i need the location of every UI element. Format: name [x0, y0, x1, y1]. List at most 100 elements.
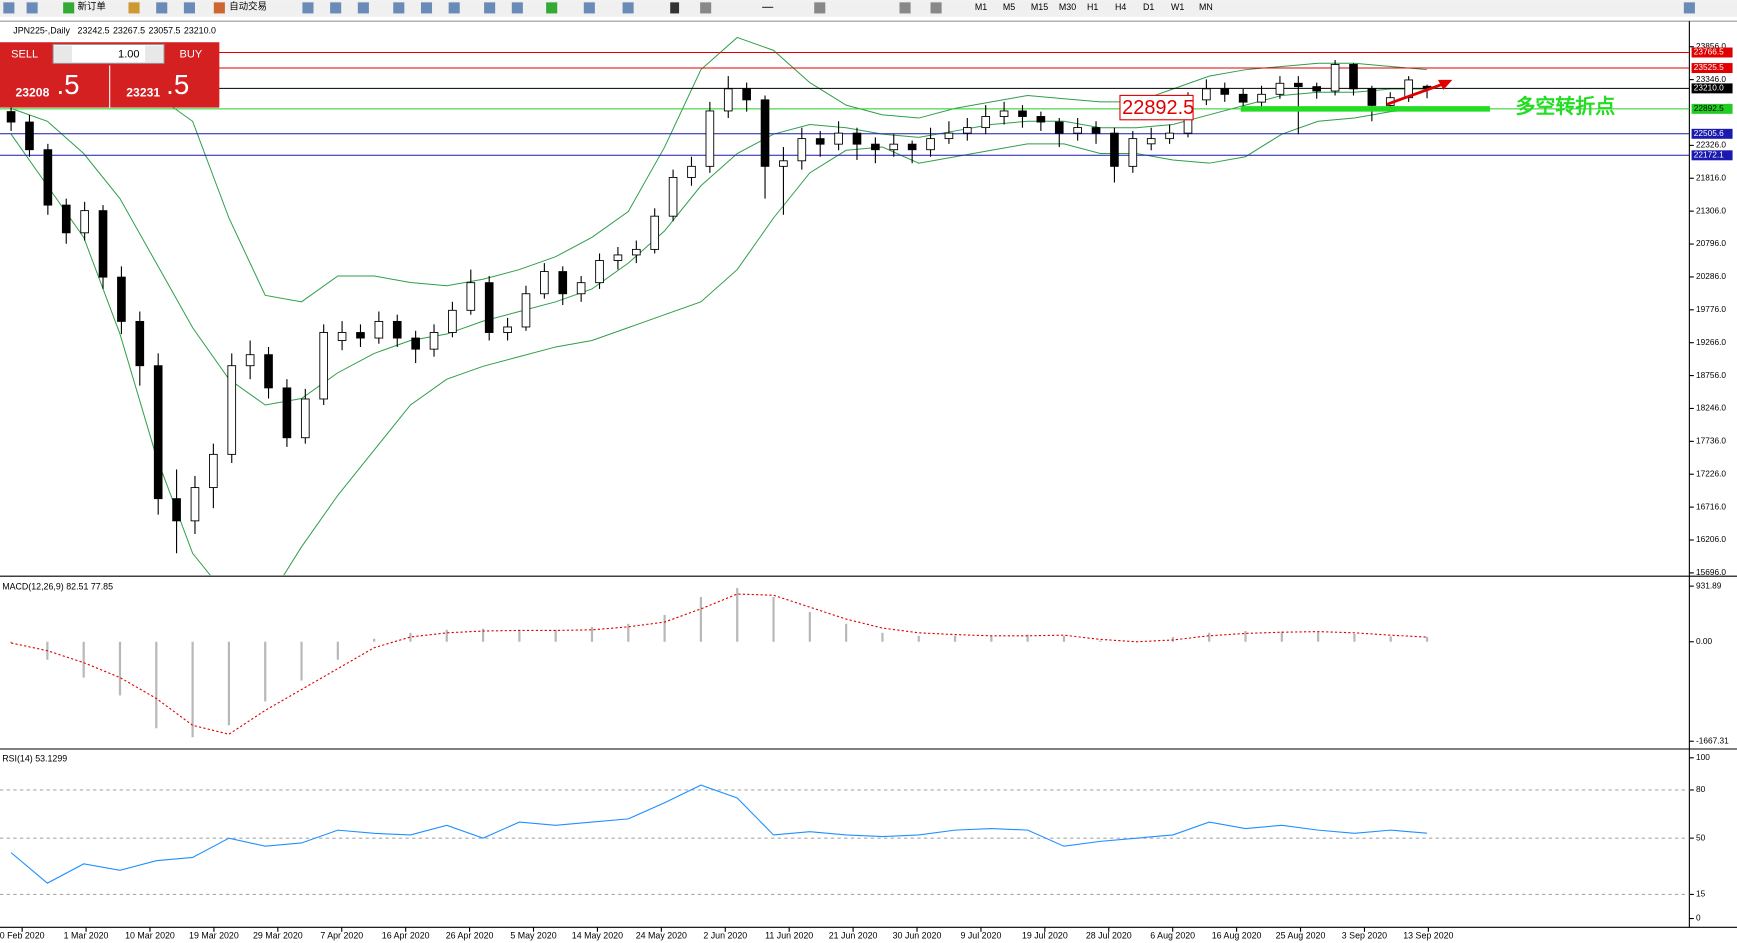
trend-arrow	[1386, 83, 1443, 106]
candle-body	[1146, 138, 1156, 145]
price-label: 22892.5	[1694, 103, 1724, 113]
candle-body	[926, 138, 935, 151]
candle-body	[117, 276, 126, 322]
macd-bar	[1208, 632, 1211, 642]
x-tick-label: 19 Mar 2020	[189, 931, 239, 941]
x-tick-label: 11 Jun 2020	[765, 931, 813, 941]
price-label: 23525.5	[1694, 62, 1724, 72]
bollinger-band	[10, 88, 1428, 406]
candle-body	[1202, 88, 1211, 101]
sell-price: 23208	[16, 85, 50, 99]
y-tick-label: 16716.0	[1696, 501, 1726, 511]
candle-body	[852, 132, 862, 145]
macd-bar	[445, 629, 448, 642]
candle-body	[650, 215, 660, 250]
toolbar-button[interactable]: 新订单	[78, 0, 106, 11]
candle-body	[1349, 64, 1358, 90]
y-tick-label: 17226.0	[1696, 468, 1726, 478]
candle-body	[962, 127, 972, 134]
candle-body	[300, 398, 310, 439]
candle-body	[484, 282, 494, 333]
macd-bar	[82, 641, 85, 678]
candle-body	[429, 332, 439, 350]
macd-bar	[845, 623, 848, 642]
macd-bar	[518, 629, 521, 642]
price-label-bg	[1691, 63, 1733, 74]
candle-body	[337, 332, 347, 341]
macd-bar	[1389, 636, 1392, 642]
x-tick-label: 26 Apr 2020	[446, 931, 494, 941]
candle-body	[135, 320, 145, 367]
candle-body	[1018, 110, 1027, 117]
timeframe-button[interactable]: D1	[1143, 2, 1154, 12]
y-tick-label: 19266.0	[1696, 337, 1726, 347]
ohlc-value: 23267.5	[113, 26, 145, 36]
rsi-panel: 100 80 50 15 0	[0, 752, 1710, 923]
macd-bar	[663, 614, 666, 642]
macd-bar	[373, 638, 376, 642]
chart-symbol: JPN225-,Daily	[13, 26, 70, 36]
macd-bar	[881, 632, 884, 642]
candle-body	[1220, 88, 1230, 95]
x-tick-label: 2 Jun 2020	[703, 931, 747, 941]
macd-bar	[808, 611, 811, 642]
candle-body	[558, 271, 568, 295]
x-tick-label: 16 Apr 2020	[382, 931, 430, 941]
timeframe-button[interactable]: M15	[1031, 2, 1048, 12]
y-tick-label: 20796.0	[1696, 238, 1726, 248]
macd-bar	[264, 641, 267, 702]
macd-bar	[118, 641, 122, 696]
timeframes: M1 M5 M15 M30 H1 H4 D1 W1 MN	[975, 2, 1213, 12]
timeframe-button[interactable]: MN	[1199, 2, 1213, 12]
macd-panel: 931.89 0.00 -1667.31	[9, 580, 1729, 745]
timeframe-button[interactable]: M5	[1003, 2, 1015, 12]
lot-input[interactable]: 1.00	[118, 48, 140, 60]
candle-body	[631, 248, 641, 256]
candle-body	[668, 176, 678, 217]
timeframe-button[interactable]: M1	[975, 2, 987, 12]
candle-body	[190, 487, 200, 522]
candle-body	[1036, 116, 1046, 123]
macd-bar	[1280, 631, 1283, 642]
candle-body	[1275, 82, 1285, 95]
candle-body	[1091, 127, 1101, 134]
annotation-text: 多空转折点	[1515, 94, 1615, 118]
timeframe-button[interactable]: M30	[1059, 2, 1076, 12]
ohlc-value: 23210.0	[184, 26, 216, 36]
candle-body	[834, 132, 843, 145]
macd-bar	[1171, 636, 1175, 642]
y-tick-label: 22326.0	[1696, 140, 1726, 150]
macd-bar	[953, 635, 957, 642]
buy-button[interactable]: BUY	[179, 48, 202, 60]
price-label-bg	[1691, 150, 1733, 161]
candle-body	[209, 453, 218, 489]
macd-bar	[917, 635, 920, 642]
buy-price: 23231	[126, 85, 160, 99]
ohlc-value: 23057.5	[148, 26, 180, 36]
macd-bar	[1244, 631, 1247, 642]
y-tick-label: 20286.0	[1696, 271, 1726, 281]
candle-body	[871, 143, 880, 151]
toolbar-button[interactable]: 自动交易	[229, 0, 267, 11]
timeframe-button[interactable]: W1	[1171, 2, 1184, 12]
macd-bar	[772, 597, 775, 642]
y-tick-label: 0	[1696, 913, 1701, 923]
macd-bar	[1317, 631, 1320, 642]
candle-body	[43, 149, 53, 206]
sell-button[interactable]: SELL	[11, 48, 38, 60]
price-label: 23210.0	[1694, 83, 1724, 93]
candle-body	[1110, 132, 1119, 167]
x-tick-label: 30 Jun 2020	[893, 931, 942, 941]
ohlc-value: 23242.5	[78, 26, 110, 36]
timeframe-button[interactable]: H1	[1087, 2, 1098, 12]
sell-price-frac: .5	[56, 69, 79, 100]
x-tick-label: 16 Aug 2020	[1212, 931, 1262, 941]
macd-bar	[627, 623, 630, 642]
candle-body	[723, 88, 733, 112]
x-tick-label: 19 Jul 2020	[1022, 931, 1068, 941]
x-tick-label: 6 Aug 2020	[1150, 931, 1195, 941]
candle-body	[1312, 86, 1322, 92]
timeframe-button[interactable]: H4	[1115, 2, 1126, 12]
macd-bar	[1425, 636, 1429, 642]
candle-body	[1054, 121, 1064, 134]
